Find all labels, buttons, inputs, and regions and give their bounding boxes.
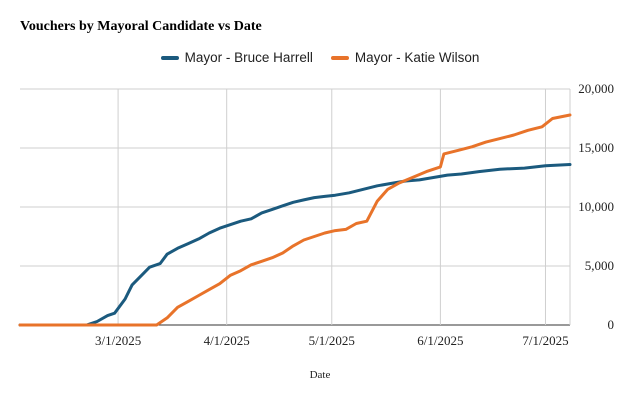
y-tick-label: 10,000 [578, 199, 614, 214]
y-tick-label: 0 [608, 317, 615, 332]
legend-label-wilson: Mayor - Katie Wilson [354, 50, 480, 65]
x-tick-label: 5/1/2025 [309, 333, 355, 348]
x-tick-label: 7/1/2025 [522, 333, 568, 348]
x-axis-label: Date [309, 369, 331, 381]
x-axis-ticks: 3/1/2025 4/1/2025 5/1/2025 6/1/2025 7/1/2025 [95, 333, 569, 348]
chart-legend: Mayor - Bruce Harrell Mayor - Katie Wils… [0, 50, 640, 65]
x-tick-label: 6/1/2025 [417, 333, 463, 348]
series-line-0 [18, 163, 572, 327]
legend-swatch-wilson [330, 55, 349, 60]
legend-entry-harrell: Mayor - Bruce Harrell [160, 50, 313, 65]
legend-label-harrell: Mayor - Bruce Harrell [184, 50, 313, 65]
grid-lines [20, 88, 571, 326]
legend-entry-wilson: Mayor - Katie Wilson [330, 50, 480, 65]
x-tick-label: 3/1/2025 [95, 333, 141, 348]
y-axis-ticks: 0 5,000 10,000 15,000 20,000 [578, 81, 614, 332]
y-tick-label: 5,000 [585, 258, 614, 273]
series-lines [18, 113, 572, 327]
y-tick-label: 20,000 [578, 81, 614, 96]
legend-swatch-harrell [160, 55, 179, 60]
series-line-1 [18, 113, 572, 327]
x-tick-label: 4/1/2025 [204, 333, 250, 348]
chart-title: Vouchers by Mayoral Candidate vs Date [20, 19, 262, 34]
y-tick-label: 15,000 [578, 140, 614, 155]
